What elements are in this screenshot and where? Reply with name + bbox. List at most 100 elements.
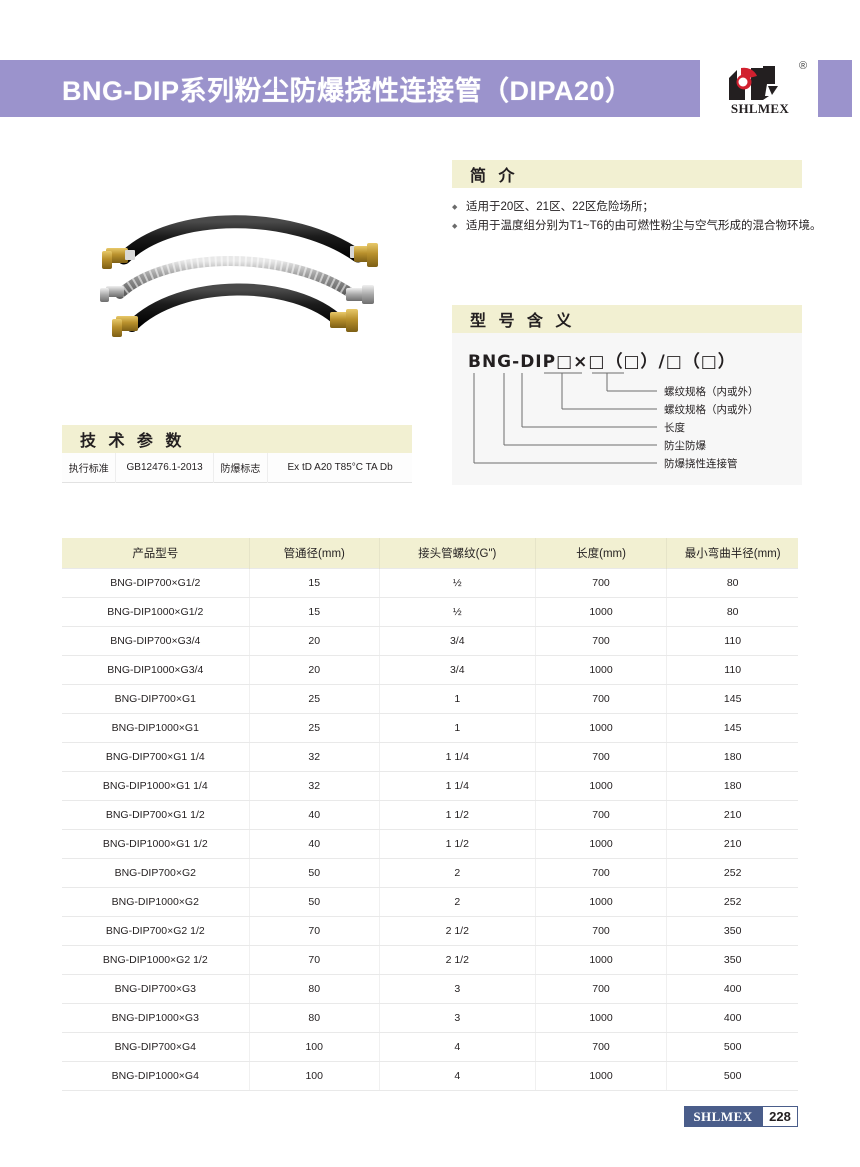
table-row: BNG-DIP700×G4 100 4 700 500 xyxy=(62,1032,798,1062)
table-cell: BNG-DIP1000×G3/4 xyxy=(62,655,250,685)
table-cell: BNG-DIP700×G2 xyxy=(62,858,250,888)
table-row: BNG-DIP1000×G4 100 4 1000 500 xyxy=(62,1061,798,1091)
page-footer: SHLMEX 228 xyxy=(684,1106,798,1127)
table-cell: 500 xyxy=(666,1032,798,1062)
spec-table-body: BNG-DIP700×G1/2 15 ½ 700 80 BNG-DIP1000×G1/2 1… xyxy=(62,568,798,1091)
table-cell: 700 xyxy=(535,858,668,888)
table-cell: 1 1/2 xyxy=(379,829,536,859)
table-cell: 4 xyxy=(379,1032,536,1062)
table-cell: 110 xyxy=(666,655,798,685)
table-cell: ½ xyxy=(379,597,536,627)
table-cell: 3 xyxy=(379,1003,536,1033)
table-row: BNG-DIP1000×G2 1/2 70 2 1/2 1000 350 xyxy=(62,945,798,975)
table-cell: BNG-DIP1000×G2 1/2 xyxy=(62,945,250,975)
table-row: BNG-DIP1000×G3/4 20 3/4 1000 110 xyxy=(62,655,798,685)
table-cell: 1000 xyxy=(535,771,668,801)
table-cell: 20 xyxy=(249,626,380,656)
model-label: 防爆挠性连接管 xyxy=(664,458,738,470)
table-cell: 2 1/2 xyxy=(379,945,536,975)
tech-key: 防爆标志 xyxy=(213,453,269,483)
model-label: 螺纹规格（内或外） xyxy=(664,404,759,416)
table-row: BNG-DIP700×G2 50 2 700 252 xyxy=(62,858,798,888)
page-number: 228 xyxy=(762,1106,798,1127)
model-leader-lines xyxy=(473,372,657,464)
table-row: BNG-DIP700×G1 1/2 40 1 1/2 700 210 xyxy=(62,800,798,830)
table-cell: 1 1/4 xyxy=(379,771,536,801)
column-header-thread: 接头管螺纹(G") xyxy=(379,538,536,569)
table-cell: 145 xyxy=(666,713,798,743)
tech-heading-bar: 技 术 参 数 xyxy=(62,425,412,453)
table-row: BNG-DIP700×G3/4 20 3/4 700 110 xyxy=(62,626,798,656)
table-cell: 110 xyxy=(666,626,798,656)
footer-brand: SHLMEX xyxy=(684,1106,762,1127)
table-cell: 700 xyxy=(535,1032,668,1062)
product-photo xyxy=(62,198,450,376)
table-cell: BNG-DIP1000×G2 xyxy=(62,887,250,917)
table-cell: 1000 xyxy=(535,713,668,743)
table-header-row: 产品型号 管通径(mm) 接头管螺纹(G") 长度(mm) 最小弯曲半径(mm) xyxy=(62,538,798,569)
table-cell: BNG-DIP1000×G1/2 xyxy=(62,597,250,627)
table-cell: 15 xyxy=(249,568,380,598)
table-cell: 700 xyxy=(535,742,668,772)
shlmex-logo-icon xyxy=(729,66,779,100)
table-cell: BNG-DIP1000×G1 xyxy=(62,713,250,743)
table-cell: ½ xyxy=(379,568,536,598)
model-meaning-section: 型 号 含 义 BNG-DIP□×□（□）/□（□） xyxy=(452,305,802,485)
table-row: BNG-DIP700×G3 80 3 700 400 xyxy=(62,974,798,1004)
table-cell: 700 xyxy=(535,974,668,1004)
tech-value: GB12476.1-2013 xyxy=(115,453,214,483)
model-heading: 型 号 含 义 xyxy=(470,313,576,330)
table-cell: 4 xyxy=(379,1061,536,1091)
table-cell: BNG-DIP700×G1 1/2 xyxy=(62,800,250,830)
table-cell: 1000 xyxy=(535,655,668,685)
table-cell: 80 xyxy=(666,597,798,627)
table-cell: 210 xyxy=(666,829,798,859)
table-cell: 2 xyxy=(379,887,536,917)
table-cell: 3 xyxy=(379,974,536,1004)
company-logo: ® SHLMEX xyxy=(715,60,810,120)
table-cell: 210 xyxy=(666,800,798,830)
table-cell: 350 xyxy=(666,945,798,975)
column-header-bore: 管通径(mm) xyxy=(249,538,380,569)
table-cell: 1000 xyxy=(535,887,668,917)
table-cell: 40 xyxy=(249,829,380,859)
model-code-string: BNG-DIP□×□（□）/□（□） xyxy=(468,352,736,372)
page-header: BNG-DIP系列粉尘防爆挠性连接管（DIPA20） ® SHLMEX xyxy=(0,60,860,117)
table-cell: BNG-DIP700×G3/4 xyxy=(62,626,250,656)
registered-trademark-icon: ® xyxy=(799,60,808,72)
intro-heading-bar: 简 介 xyxy=(452,160,802,188)
table-cell: 700 xyxy=(535,684,668,714)
table-cell: 700 xyxy=(535,626,668,656)
table-cell: 25 xyxy=(249,713,380,743)
table-cell: 25 xyxy=(249,684,380,714)
table-cell: 500 xyxy=(666,1061,798,1091)
model-label: 防尘防爆 xyxy=(664,440,706,452)
table-cell: BNG-DIP1000×G1 1/2 xyxy=(62,829,250,859)
table-cell: 350 xyxy=(666,916,798,946)
tech-key: 执行标准 xyxy=(62,453,117,483)
table-cell: 180 xyxy=(666,742,798,772)
table-cell: BNG-DIP700×G4 xyxy=(62,1032,250,1062)
table-cell: 32 xyxy=(249,742,380,772)
table-cell: 70 xyxy=(249,945,380,975)
column-header-length: 长度(mm) xyxy=(535,538,668,569)
table-cell: 700 xyxy=(535,568,668,598)
model-heading-bar: 型 号 含 义 xyxy=(452,305,802,333)
table-row: BNG-DIP1000×G1/2 15 ½ 1000 80 xyxy=(62,597,798,627)
tech-params-section: 技 术 参 数 执行标准 GB12476.1-2013 防爆标志 Ex tD A… xyxy=(62,425,412,483)
table-cell: 400 xyxy=(666,974,798,1004)
table-cell: 80 xyxy=(249,974,380,1004)
table-cell: 252 xyxy=(666,887,798,917)
table-cell: 1000 xyxy=(535,597,668,627)
table-cell: 1000 xyxy=(535,945,668,975)
table-cell: 700 xyxy=(535,800,668,830)
table-cell: 2 1/2 xyxy=(379,916,536,946)
tech-params-table: 执行标准 GB12476.1-2013 防爆标志 Ex tD A20 T85°C… xyxy=(62,453,412,483)
table-cell: 2 xyxy=(379,858,536,888)
table-cell: 1 1/4 xyxy=(379,742,536,772)
table-cell: BNG-DIP700×G1 xyxy=(62,684,250,714)
table-cell: 1 xyxy=(379,684,536,714)
page-title: BNG-DIP系列粉尘防爆挠性连接管（DIPA20） xyxy=(62,76,633,106)
table-cell: 400 xyxy=(666,1003,798,1033)
